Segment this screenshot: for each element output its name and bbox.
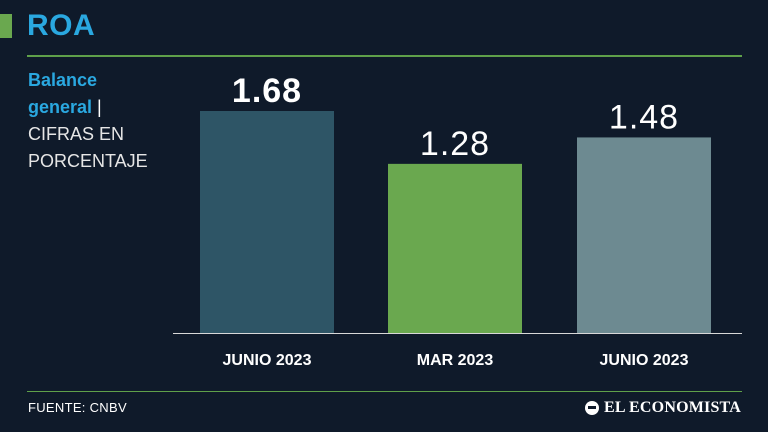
bar-3 bbox=[577, 137, 711, 333]
bar-2 bbox=[388, 163, 522, 333]
brand-name: EL ECONOMISTA bbox=[604, 399, 741, 416]
brand-globe-icon bbox=[585, 401, 599, 415]
brand-logo: EL ECONOMISTA bbox=[585, 399, 741, 417]
subtitle-highlight-line-2: general bbox=[28, 97, 93, 117]
bottom-divider bbox=[27, 391, 742, 392]
x-tick-label-3: JUNIO 2023 bbox=[600, 352, 689, 369]
title-accent-mark bbox=[0, 14, 12, 38]
subtitle-line-3: CIFRAS EN bbox=[28, 124, 125, 144]
data-label-1: 1.68 bbox=[232, 72, 302, 110]
data-label-3: 1.48 bbox=[609, 98, 679, 136]
chart-subtitle: Balance general | CIFRAS EN PORCENTAJE bbox=[28, 67, 163, 175]
page-title: ROA bbox=[27, 9, 96, 42]
source-note: FUENTE: CNBV bbox=[28, 400, 127, 415]
data-label-2: 1.28 bbox=[420, 125, 490, 163]
top-divider bbox=[27, 55, 742, 57]
subtitle-line-4: PORCENTAJE bbox=[28, 151, 148, 171]
bar-1 bbox=[200, 111, 334, 333]
subtitle-highlight-line-1: Balance bbox=[28, 70, 98, 90]
x-tick-label-1: JUNIO 2023 bbox=[223, 352, 312, 369]
x-tick-label-2: MAR 2023 bbox=[417, 352, 494, 369]
subtitle-separator: | bbox=[97, 97, 102, 117]
